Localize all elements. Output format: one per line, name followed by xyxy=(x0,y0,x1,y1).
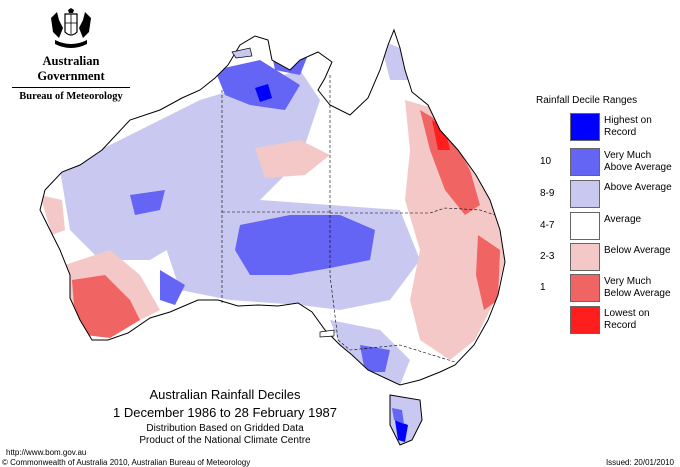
footer-copyright: © Commonwealth of Australia 2010, Austra… xyxy=(2,458,251,467)
area-very-much-above-central xyxy=(235,215,375,275)
legend-item: 10 Very Much Above Average xyxy=(536,148,680,176)
legend-swatch xyxy=(570,243,600,271)
map-title: Australian Rainfall Deciles xyxy=(149,387,301,402)
legend-swatch xyxy=(570,148,600,176)
legend-item: 2-3 Below Average xyxy=(536,243,680,271)
area-tasmania-very-much-above xyxy=(392,408,404,424)
legend-decile: 1 xyxy=(540,282,546,293)
legend-swatch xyxy=(570,212,600,240)
legend-decile: 2-3 xyxy=(540,251,555,262)
footer-url: http://www.bom.gov.au xyxy=(6,448,87,457)
area-very-much-above-west xyxy=(130,190,165,215)
area-very-much-below-nsw xyxy=(476,235,500,310)
footer-issued: Issued: 20/01/2010 xyxy=(605,458,674,467)
legend-swatch xyxy=(570,113,600,141)
legend-item: Highest on Record xyxy=(536,113,680,141)
legend-label: Below Average xyxy=(604,245,671,256)
legend-label: Very Much Below Average xyxy=(604,276,671,299)
legend-item: 4-7 Average xyxy=(536,212,680,240)
melville-island xyxy=(231,47,253,59)
map-period: 1 December 1986 to 28 February 1987 xyxy=(112,405,338,420)
coat-of-arms-icon xyxy=(51,8,91,48)
area-highest-on-record xyxy=(255,84,272,102)
legend-title: Rainfall Decile Ranges xyxy=(536,95,638,106)
area-lowest-on-record xyxy=(432,120,450,150)
legend-decile: 4-7 xyxy=(540,220,555,231)
area-very-much-above-north xyxy=(215,60,300,110)
agency-logo: Australian Government Bureau of Meteorol… xyxy=(8,8,134,102)
area-above-average-northwest xyxy=(60,70,320,260)
legend-decile: 10 xyxy=(540,156,552,167)
area-tasmania-highest xyxy=(395,420,408,442)
map-product: Product of the National Climate Centre xyxy=(139,435,311,446)
area-below-average-inland xyxy=(255,140,330,178)
legend-item: Lowest on Record xyxy=(536,306,680,334)
legend-label: Lowest on Record xyxy=(604,308,650,331)
legend-label: Highest on Record xyxy=(604,115,652,138)
bureau-name: Bureau of Meteorology xyxy=(19,91,123,102)
area-below-average-east xyxy=(405,100,505,360)
area-below-average-west-coast xyxy=(40,195,65,235)
area-very-much-above-victoria xyxy=(360,345,390,372)
legend-swatch xyxy=(570,180,600,208)
legend-item: 8-9 Above Average xyxy=(536,180,680,208)
agency-name: Australian Government xyxy=(37,54,105,83)
legend-label: Above Average xyxy=(604,182,672,193)
legend-decile: 8-9 xyxy=(540,188,555,199)
legend-swatch xyxy=(570,306,600,334)
state-borders xyxy=(221,75,496,363)
legend-swatch xyxy=(570,274,600,302)
map-basis: Distribution Based on Gridded Data xyxy=(146,423,304,434)
area-very-much-above-southwest xyxy=(160,270,185,305)
kangaroo-island xyxy=(319,329,335,338)
logo-divider xyxy=(12,87,130,88)
area-very-much-below-southwest xyxy=(72,275,140,338)
area-very-much-below-queensland xyxy=(420,110,480,215)
legend-label: Very Much Above Average xyxy=(604,150,672,173)
legend-label: Average xyxy=(604,214,642,225)
legend-item: 1 Very Much Below Average xyxy=(536,274,680,302)
